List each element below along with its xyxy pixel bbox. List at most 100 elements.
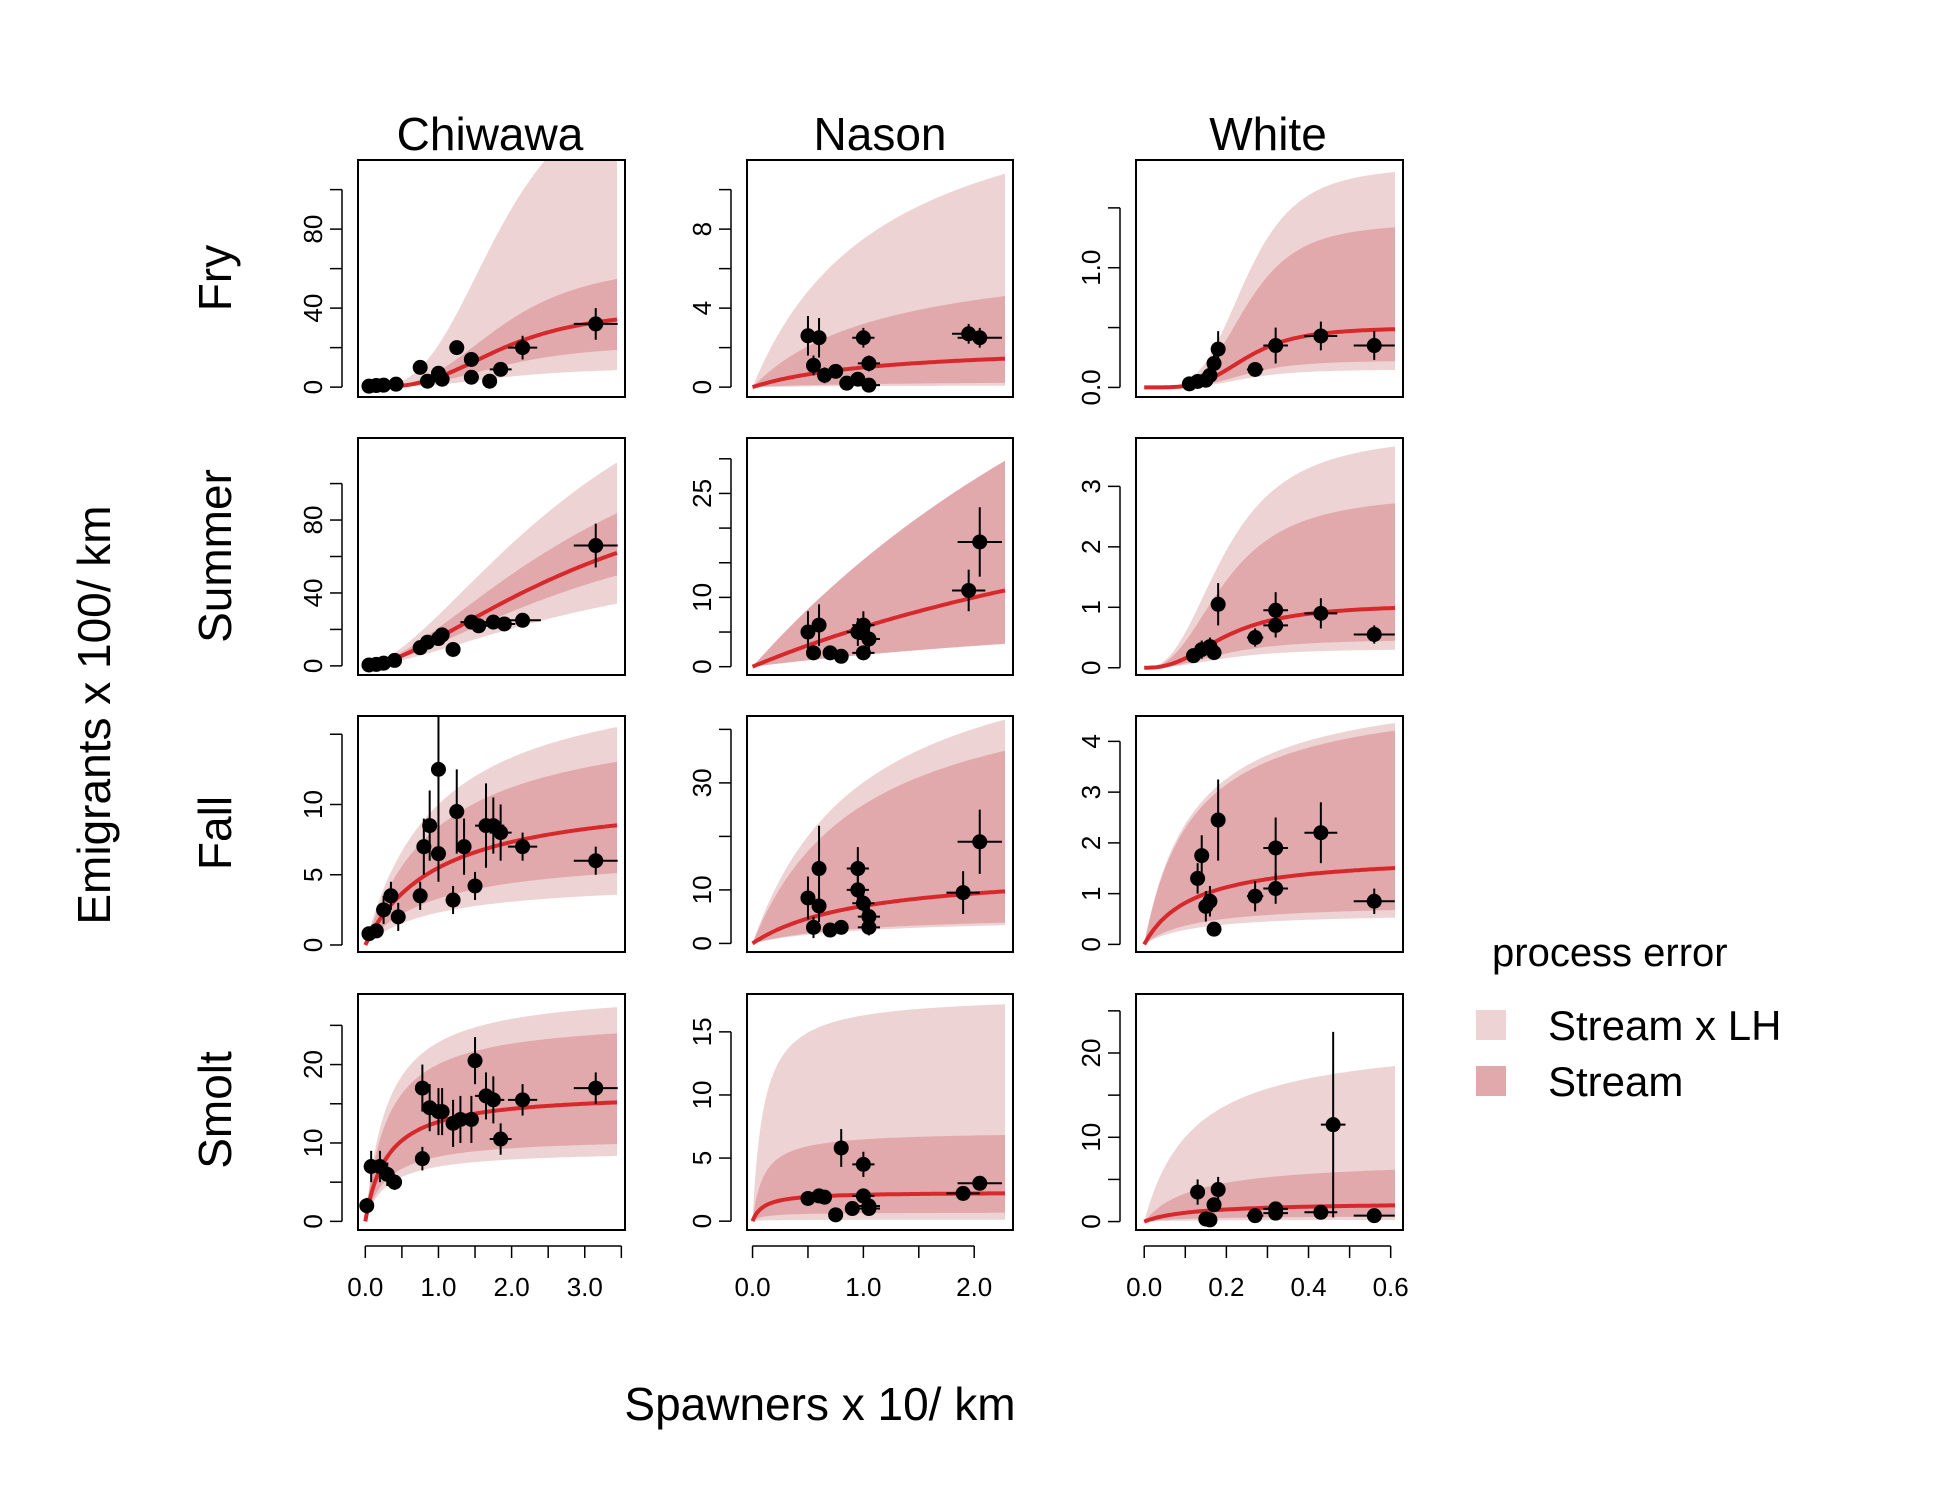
data-point [573,523,618,568]
panel-chiwawa-fry: 0 40 80 [298,159,626,398]
point-marker [463,351,479,367]
data-point [1353,331,1395,360]
point-marker [1268,617,1284,633]
x-tick-label: 0.0 [734,1272,770,1302]
y-tick-label: 3 [1076,479,1106,493]
x-tick-label: 2.0 [956,1272,992,1302]
point-marker [1313,328,1329,344]
point-marker [1206,645,1222,661]
point-marker [855,617,871,633]
point-marker [445,641,461,657]
panel-plot-area [361,716,618,946]
data-point [376,377,392,393]
data-point [946,1185,980,1201]
panel-plot-area [359,1007,618,1222]
point-marker [515,839,531,855]
point-marker [850,882,866,898]
point-marker [588,538,604,554]
y-tick-label: 0 [687,936,717,950]
y-tick-label: 10 [687,875,717,904]
data-point [1210,779,1226,861]
legend-swatch-stream-x-lh [1476,1010,1506,1040]
point-marker [588,853,604,869]
data-point [1246,1208,1264,1224]
panel-plot-area [751,719,1006,946]
data-point [416,818,432,875]
y-tick-label: 25 [687,479,717,508]
panel-frame [357,993,626,1231]
point-marker [390,909,406,925]
point-marker [828,1207,844,1223]
panel-plot-area [1143,1031,1395,1228]
fit-line [1144,605,1396,670]
y-tick-label: 5 [298,868,328,882]
data-point [1190,1179,1206,1205]
y-tick-label: 0 [687,380,717,394]
point-marker [855,645,871,661]
x-tick-label: 2.0 [494,1272,530,1302]
point-marker [422,818,438,834]
y-tick-label: 0 [298,1214,328,1228]
point-marker [1268,602,1284,618]
column-title-chiwawa: Chiwawa [397,108,584,160]
data-point [852,1151,875,1177]
legend-label-stream: Stream [1548,1058,1683,1105]
point-marker [1210,341,1226,357]
data-point [412,881,428,910]
fit-line [751,356,1005,389]
point-marker [1268,338,1284,354]
point-marker [467,878,483,894]
y-tick-label: 80 [298,506,328,535]
y-tick-label: 0 [298,380,328,394]
x-tick-label: 0.0 [1126,1272,1162,1302]
point-marker [806,645,821,661]
data-point [414,1064,430,1112]
point-marker [383,888,399,904]
point-marker [515,1092,531,1108]
column-title-nason: Nason [814,108,947,160]
point-marker [1247,1208,1263,1224]
point-marker [434,1104,450,1120]
panel-frame [357,715,626,953]
outer-band-stream-x-lh [365,462,617,666]
point-marker [493,361,509,377]
point-marker [1202,1212,1218,1228]
panel-frame [746,437,1014,676]
panel-plot-area [1144,172,1396,392]
panel-plot-area [1144,446,1396,670]
panel-plot-area [361,160,618,394]
inner-band-stream [365,513,617,666]
y-tick-label: 3 [1076,785,1106,799]
y-tick-label: 4 [1076,734,1106,748]
panel-plot-area [751,173,1005,393]
data-point [434,627,450,643]
data-point [482,1076,505,1124]
data-point [833,1129,849,1167]
y-tick-label: 0.0 [1076,369,1106,405]
data-point [957,1175,1002,1191]
data-point [1263,327,1288,364]
data-point [800,611,816,653]
point-marker [1202,893,1218,909]
panel-frame [1135,437,1404,676]
data-point [1202,886,1218,917]
point-marker [496,616,512,632]
legend: process error Stream x LH Stream [1476,931,1781,1105]
data-point [852,645,875,661]
data-point [857,919,880,936]
data-point [359,1197,375,1214]
point-marker [1366,1208,1382,1224]
inner-band-stream [752,460,1005,667]
point-marker [833,1140,849,1156]
point-marker [482,373,498,389]
data-point [1206,921,1222,937]
data-point [800,876,816,920]
data-point [857,355,880,372]
data-point [1263,613,1288,638]
y-tick-label: 0 [1076,1214,1106,1228]
panel-plot-area [1142,723,1396,946]
data-point [1206,1197,1222,1213]
point-marker [414,1080,430,1096]
data-point [507,832,538,861]
